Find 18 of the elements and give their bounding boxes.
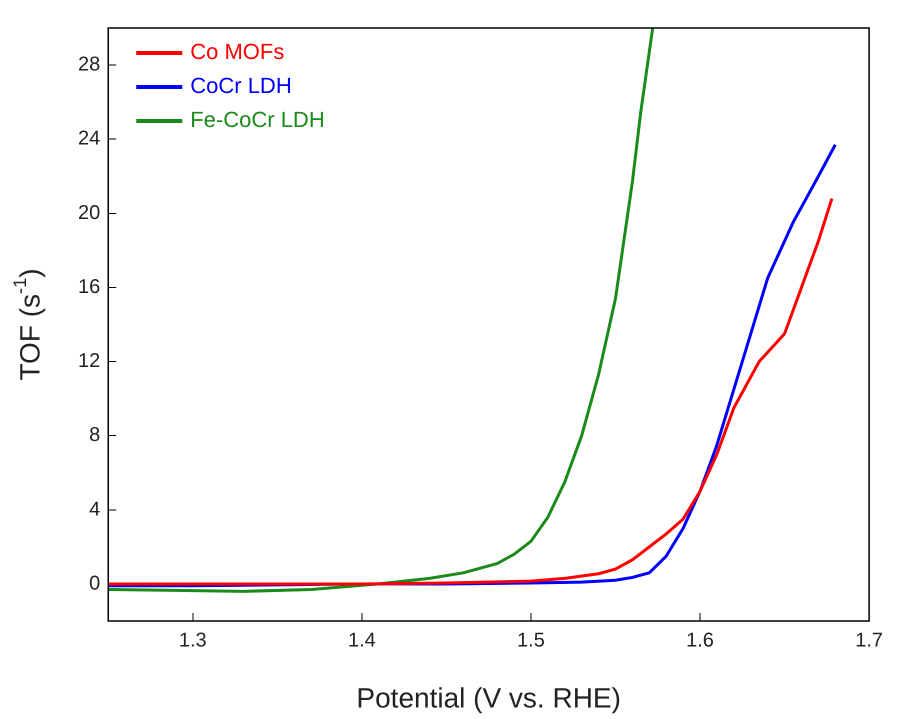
legend-label: Fe-CoCr LDH xyxy=(190,107,325,132)
y-axis-title: TOF (s-1) xyxy=(10,268,46,381)
x-tick-label: 1.5 xyxy=(517,630,545,652)
x-tick-label: 1.4 xyxy=(348,630,376,652)
x-tick-label: 1.7 xyxy=(855,630,884,652)
y-tick-label: 12 xyxy=(78,350,100,372)
x-axis-title: Potential (V vs. RHE) xyxy=(356,682,621,714)
legend-label: Co MOFs xyxy=(190,39,284,64)
x-tick-label: 1.6 xyxy=(686,630,714,652)
y-tick-label: 16 xyxy=(78,276,100,298)
y-tick-label: 8 xyxy=(89,424,100,446)
y-tick-label: 28 xyxy=(78,54,100,76)
y-tick-label: 0 xyxy=(89,572,100,594)
legend-label: CoCr LDH xyxy=(190,73,292,98)
y-tick-label: 20 xyxy=(78,202,100,224)
x-tick-label: 1.3 xyxy=(178,630,207,652)
y-tick-label: 4 xyxy=(89,498,100,520)
y-tick-label: 24 xyxy=(78,128,100,150)
